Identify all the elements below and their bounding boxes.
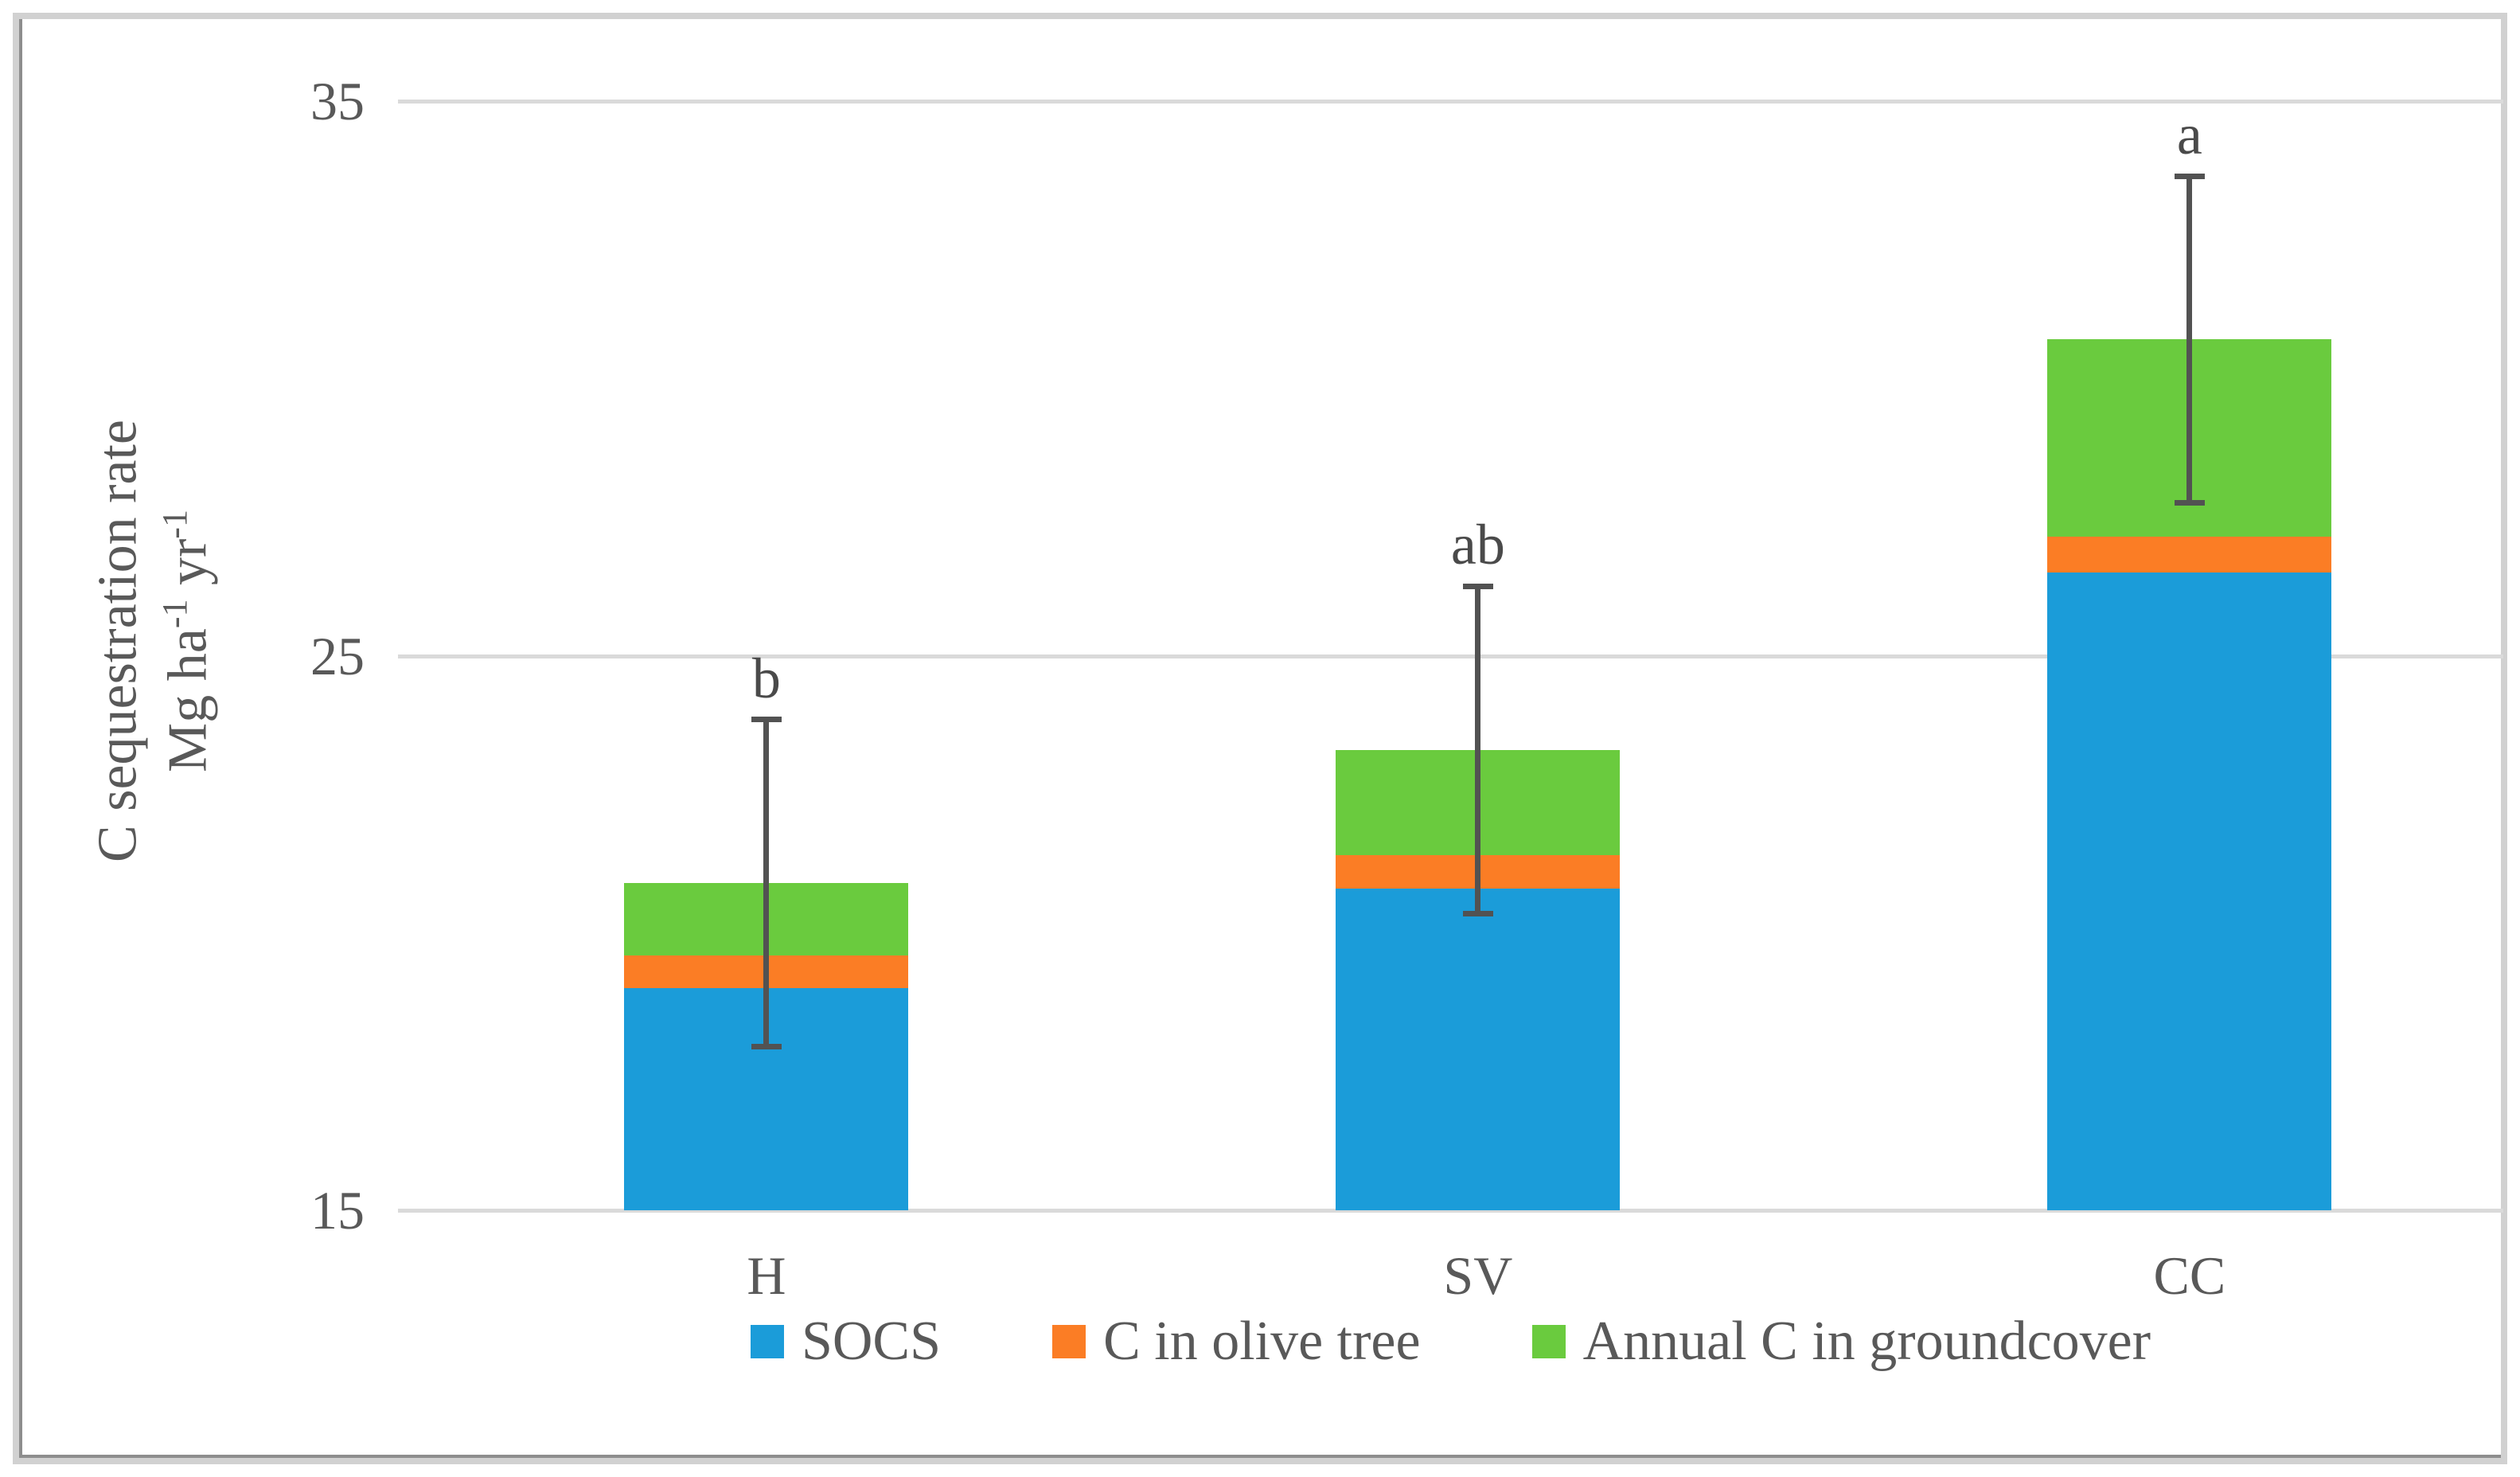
error-bar-cap [2174, 173, 2205, 179]
sig-letter: b [751, 646, 781, 710]
grid-line-35 [398, 100, 2503, 104]
error-bar-cap [751, 1044, 782, 1050]
category-label-sv: SV [1443, 1245, 1513, 1306]
error-bar-cap [751, 717, 782, 723]
bar-segment-socs [2047, 572, 2332, 1210]
legend-item-annual-c-in-groundcover: Annual C in groundcover [1531, 1311, 2151, 1372]
error-bar-cap [1462, 583, 1493, 589]
legend-swatch-annual-c-in-groundcover [1531, 1325, 1566, 1358]
sig-letter: ab [1450, 513, 1505, 577]
legend-swatch-socs [750, 1325, 784, 1358]
y-tick-label: 25 [310, 625, 365, 686]
bar-segment-c-in-olive-tree [2047, 536, 2332, 573]
error-bar [2186, 176, 2193, 503]
unit-text: yr [157, 538, 218, 600]
y-tick-label: 15 [310, 1180, 365, 1241]
y-axis-title-line2: Mg ha-1 yr-1 [153, 420, 223, 862]
grid-line-15 [398, 1209, 2503, 1213]
error-bar [1475, 586, 1481, 914]
error-bar-cap [2174, 500, 2205, 506]
legend-label: C in olive tree [1103, 1311, 1421, 1372]
y-axis-title-line1: C sequestration rate [87, 420, 149, 862]
error-bar-cap [1462, 910, 1493, 916]
grid-line-25 [398, 654, 2503, 658]
y-axis-title: C sequestration rate Mg ha-1 yr-1 [84, 420, 223, 862]
legend-swatch-c-in-olive-tree [1052, 1325, 1086, 1358]
category-label-cc: CC [2153, 1245, 2226, 1306]
sig-letter: a [2176, 103, 2202, 167]
figure-border [13, 13, 2507, 1464]
legend-item-socs: SOCS [750, 1311, 942, 1372]
legend-label: Annual C in groundcover [1582, 1311, 2151, 1372]
unit-superscript: -1 [154, 510, 194, 539]
legend-item-c-in-olive-tree: C in olive tree [1052, 1314, 1421, 1370]
unit-superscript: -1 [154, 599, 194, 629]
error-bar [763, 719, 770, 1047]
unit-text: Mg ha [157, 628, 218, 772]
category-label-h: H [747, 1245, 786, 1306]
legend: SOCS C in olive tree Annual C in groundcov… [398, 1306, 2503, 1377]
legend-label: SOCS [801, 1311, 942, 1372]
bar-segment-socs [1336, 889, 1621, 1210]
y-tick-label: 35 [310, 71, 365, 131]
